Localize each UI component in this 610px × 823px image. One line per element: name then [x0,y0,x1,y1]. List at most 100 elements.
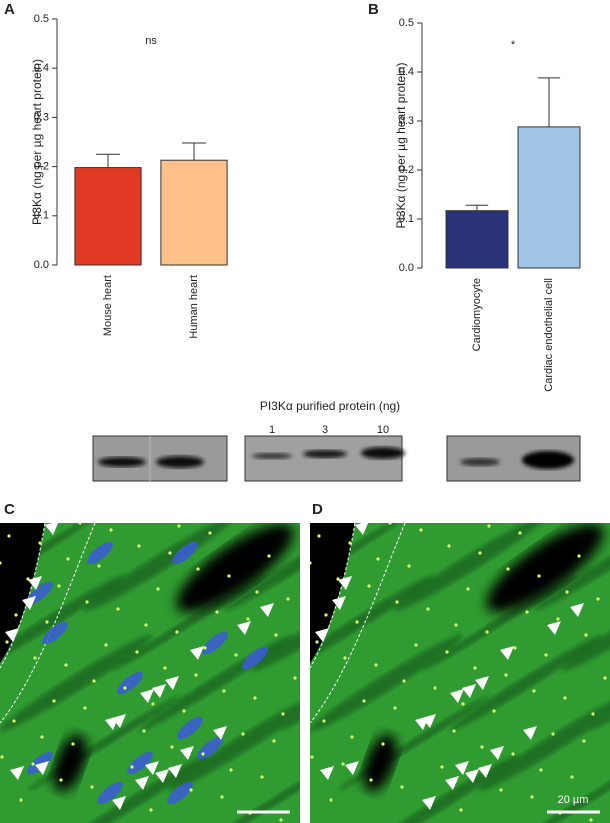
puncta [341,762,345,766]
puncta [130,765,134,769]
arrowhead [145,761,159,775]
puncta [92,679,96,683]
error-bar [537,77,561,127]
arrowhead [478,764,492,778]
boundary [310,523,406,724]
puncta [64,663,68,667]
puncta [310,755,314,759]
arrowhead [490,746,504,760]
puncta [272,739,276,743]
puncta [7,534,11,538]
dark-region [310,523,355,663]
arrowhead [260,603,274,617]
micrograph [0,523,300,823]
arrowhead [500,646,514,660]
puncta [310,561,312,565]
puncta [452,729,456,733]
x-tick-label: Human heart [188,275,200,339]
puncta [267,554,271,558]
arrowhead [462,684,476,698]
puncta [175,630,179,634]
puncta [222,689,226,693]
puncta [596,597,600,601]
arrowhead [355,523,369,535]
y-tick-label: 0.4 [34,62,49,74]
puncta [589,818,593,822]
arrowhead [445,776,459,790]
streak [393,523,547,612]
dark-region [0,523,45,663]
puncta [149,808,153,812]
puncta [109,528,113,532]
puncta [426,607,430,611]
puncta [407,564,411,568]
y-tick-label: 0.0 [34,259,49,271]
puncta [215,610,219,614]
puncta [151,702,155,706]
x-tick-label: Mouse heart [102,275,114,336]
puncta [461,702,465,706]
nucleus [87,541,113,565]
puncta [563,696,567,700]
puncta [38,541,42,545]
streak [167,694,300,792]
puncta [473,666,477,670]
arrowhead [332,596,346,610]
vessel [486,523,604,613]
arrowhead [140,689,154,703]
arrowhead [35,761,49,775]
puncta [582,739,586,743]
puncta [445,650,449,654]
puncta [227,574,231,578]
puncta [532,689,536,693]
arrowhead [523,726,537,740]
y-axis-label: PI3Kα (ng per µg heart protein) [30,59,44,225]
puncta [492,709,496,713]
puncta [506,567,510,571]
y-tick-label: 0.4 [399,66,414,78]
panel-label: B [368,1,379,18]
puncta [591,712,595,716]
nucleus [42,621,68,645]
streak [251,574,300,672]
puncta [85,600,89,604]
puncta [78,523,82,525]
puncta [400,785,404,789]
arrowhead [213,726,227,740]
boundary [0,523,96,724]
arrowhead [570,603,584,617]
vessel [176,523,294,613]
y-tick-label: 0.2 [34,161,49,173]
puncta [539,768,543,772]
puncta [163,666,167,670]
scale-bar-label: 20 µm [558,794,589,806]
nucleus [127,751,153,775]
puncta [45,620,49,624]
arrowhead [415,716,429,730]
puncta [12,719,16,723]
panel-label: A [4,1,15,18]
annotation: ns [145,35,157,47]
puncta [381,742,385,746]
bar [445,210,509,269]
streak [477,694,610,792]
puncta [116,607,120,611]
puncta [518,531,522,535]
puncta [530,795,534,799]
puncta [246,617,250,621]
puncta [281,712,285,716]
arrowhead [105,716,119,730]
puncta [454,623,458,627]
puncta [52,699,56,703]
puncta [279,818,283,822]
streak [365,755,519,823]
puncta [525,610,529,614]
x-tick-label: Cardiomyocyte [471,278,483,351]
arrowhead [22,596,36,610]
puncta [31,762,35,766]
puncta [565,590,569,594]
arrowhead [422,796,436,810]
nucleus [177,716,203,740]
puncta [556,617,560,621]
